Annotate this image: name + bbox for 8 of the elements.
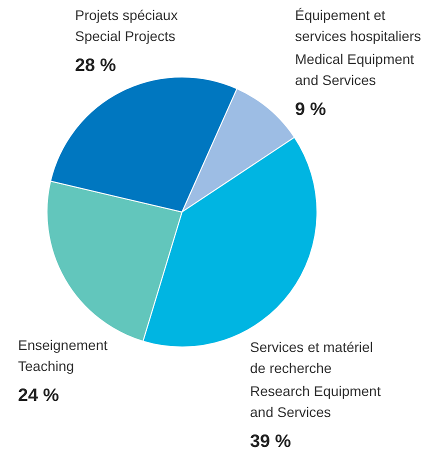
slice-label: Enseignement Teaching	[18, 337, 108, 374]
slice-label: Équipement et services hospitaliers Medical Equipment and Services	[295, 7, 422, 88]
data-label: 39 %	[250, 431, 292, 449]
data-label: 9 %	[295, 99, 326, 119]
data-label: 24 %	[18, 385, 60, 405]
slice-label: Projets spéciaux Special Projects	[75, 7, 178, 44]
data-label: 28 %	[75, 55, 116, 75]
slice-label: Services et matériel de recherche Research Equipment and Services	[250, 339, 381, 420]
